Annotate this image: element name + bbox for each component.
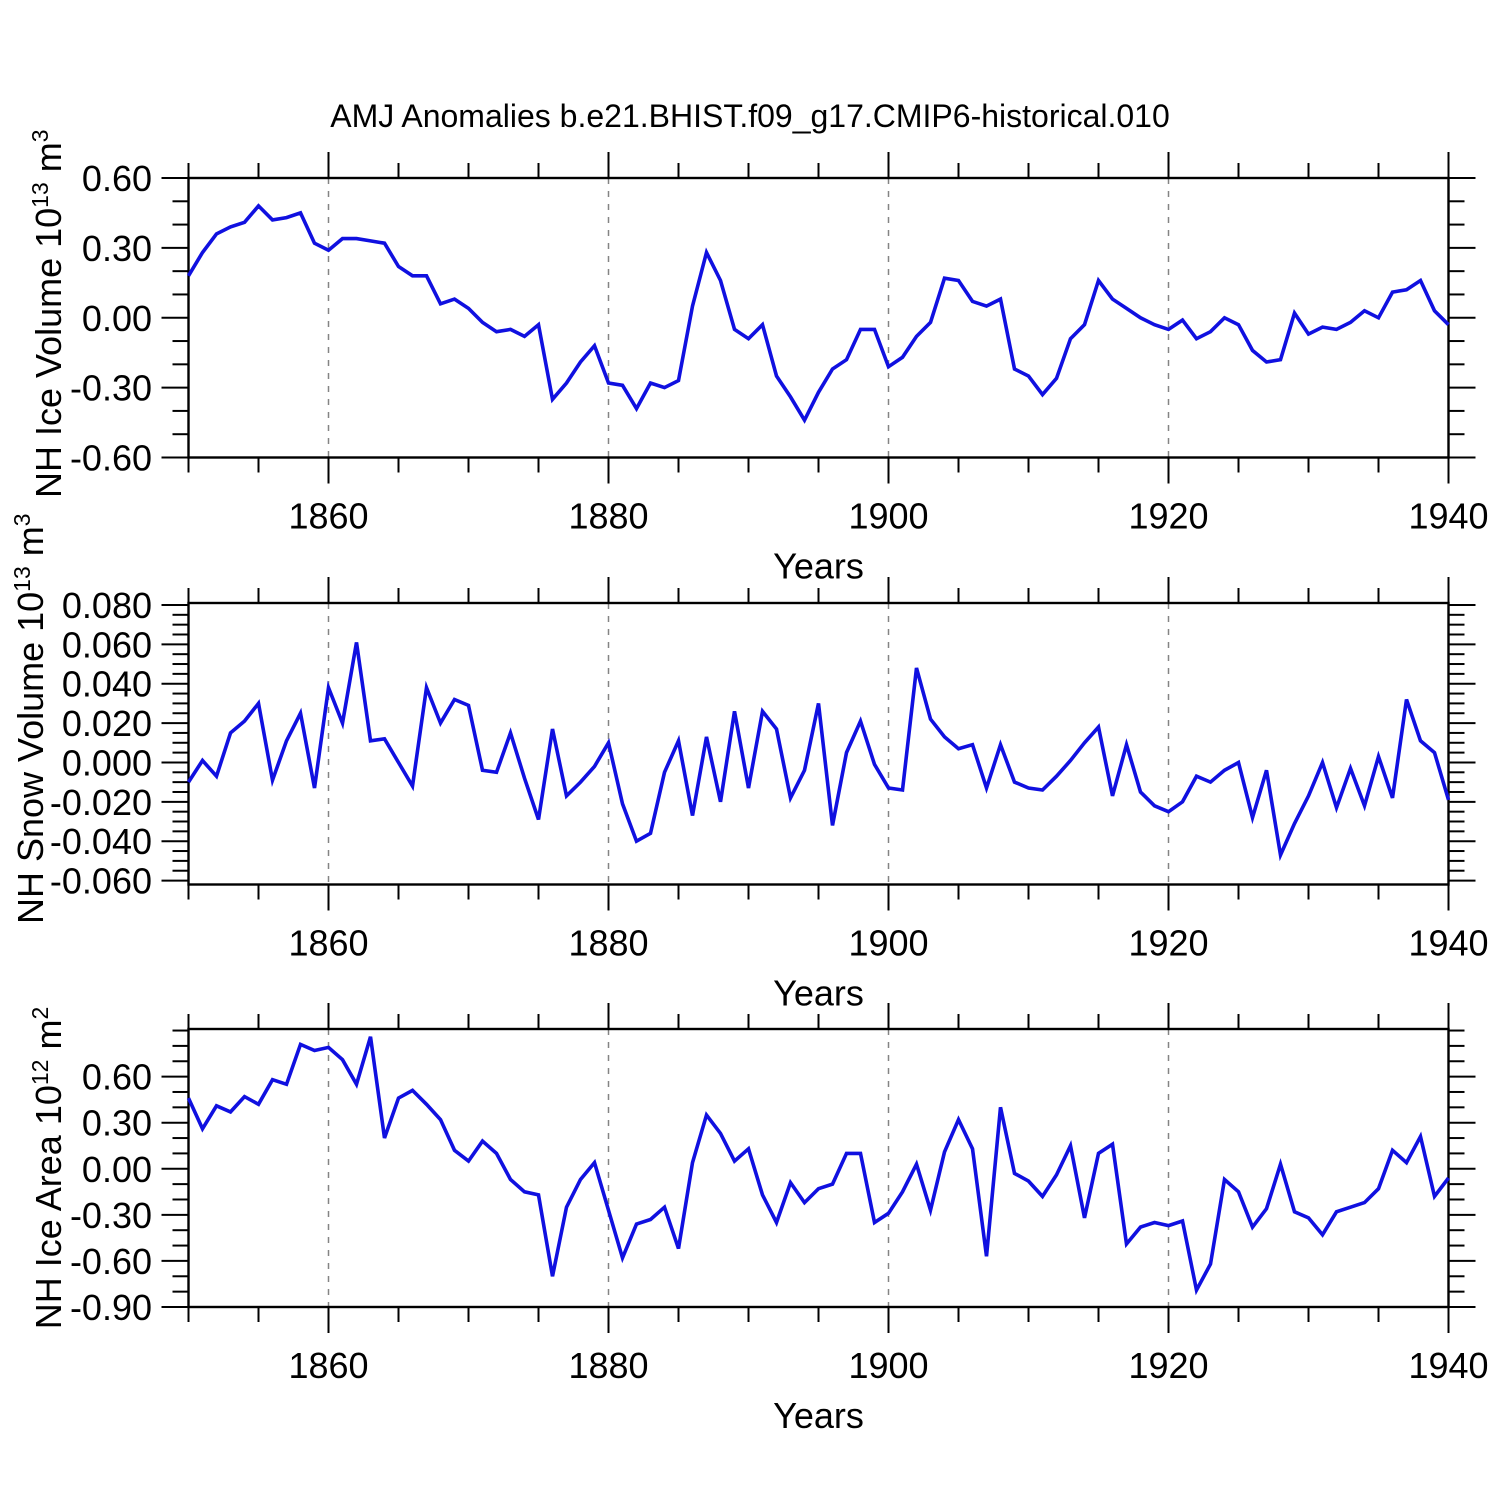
plot-frame bbox=[187, 176, 1450, 459]
x-axis-title: Years bbox=[773, 546, 864, 587]
y-tick-label: -0.30 bbox=[70, 368, 152, 409]
panel-nh-ice-volume: 0.60 0.30 0.00 -0.30 -0.60 1860 1880 1900 1920 19… bbox=[70, 152, 1489, 587]
y-tick-label: -0.30 bbox=[70, 1195, 152, 1236]
x-tick-label: 1860 bbox=[288, 496, 368, 537]
x-tick-labels: 1860 1880 1900 1920 1940 bbox=[288, 496, 1488, 537]
y-tick-label: -0.90 bbox=[70, 1287, 152, 1328]
y-tick-label: 0.00 bbox=[82, 1149, 152, 1190]
x-tick-label: 1940 bbox=[1408, 496, 1488, 537]
x-tick-labels: 1860 1880 1900 1920 1940 bbox=[288, 923, 1488, 964]
y-tick-label: -0.060 bbox=[50, 861, 152, 902]
y-tick-labels: 0.60 0.30 0.00 -0.30 -0.60 -0.90 bbox=[70, 1057, 152, 1328]
nh-ice-area-line bbox=[186, 1036, 1450, 1296]
y-tick-label: 0.040 bbox=[62, 664, 152, 705]
x-tick-label: 1860 bbox=[288, 923, 368, 964]
x-tick-label: 1880 bbox=[568, 496, 648, 537]
y-tick-label: -0.60 bbox=[70, 1241, 152, 1282]
y-tick-label: 0.30 bbox=[82, 228, 152, 269]
x-tick-label: 1900 bbox=[848, 923, 928, 964]
x-tick-labels: 1860 1880 1900 1920 1940 bbox=[288, 1345, 1488, 1386]
y-tick-label: 0.060 bbox=[62, 624, 152, 665]
y-tick-label: 0.080 bbox=[62, 585, 152, 626]
panel-nh-snow-volume: 0.0800.0600.0400.0200.000-0.020-0.040-0.… bbox=[50, 577, 1489, 1014]
x-tick-label: 1900 bbox=[848, 1345, 928, 1386]
x-tick-label: 1920 bbox=[1128, 1345, 1208, 1386]
gridlines bbox=[327, 1029, 1170, 1307]
y-tick-labels: 0.0800.0600.0400.0200.000-0.020-0.040-0.… bbox=[50, 585, 152, 902]
y-tick-label: 0.020 bbox=[62, 703, 152, 744]
nh-ice-volume-line bbox=[186, 203, 1450, 424]
y-tick-labels: 0.60 0.30 0.00 -0.30 -0.60 bbox=[70, 158, 152, 479]
y-tick-label: 0.60 bbox=[82, 1057, 152, 1098]
x-tick-label: 1920 bbox=[1128, 496, 1208, 537]
y-tick-label: 0.30 bbox=[82, 1103, 152, 1144]
y-tick-label: -0.60 bbox=[70, 438, 152, 479]
y-tick-label: -0.040 bbox=[50, 821, 152, 862]
x-tick-label: 1880 bbox=[568, 923, 648, 964]
figure-title: AMJ Anomalies b.e21.BHIST.f09_g17.CMIP6-… bbox=[330, 98, 1170, 134]
axis-ticks bbox=[161, 577, 1476, 911]
x-tick-label: 1940 bbox=[1408, 923, 1488, 964]
x-tick-label: 1940 bbox=[1408, 1345, 1488, 1386]
axis-ticks bbox=[161, 152, 1476, 484]
y-tick-label: -0.020 bbox=[50, 782, 152, 823]
axis-ticks bbox=[161, 1003, 1476, 1333]
x-tick-label: 1860 bbox=[288, 1345, 368, 1386]
nh-snow-volume-line bbox=[186, 642, 1451, 862]
plot-frame bbox=[187, 601, 1450, 886]
y-tick-label: 0.60 bbox=[82, 158, 152, 199]
plot-frame bbox=[187, 1027, 1450, 1309]
x-tick-label: 1900 bbox=[848, 496, 928, 537]
y-tick-label: 0.000 bbox=[62, 742, 152, 783]
gridlines bbox=[327, 178, 1170, 458]
x-tick-label: 1920 bbox=[1128, 923, 1208, 964]
y-tick-label: 0.00 bbox=[82, 298, 152, 339]
x-axis-title: Years bbox=[773, 973, 864, 1014]
x-axis-title: Years bbox=[773, 1395, 864, 1436]
gridlines bbox=[327, 603, 1170, 885]
x-tick-label: 1880 bbox=[568, 1345, 648, 1386]
